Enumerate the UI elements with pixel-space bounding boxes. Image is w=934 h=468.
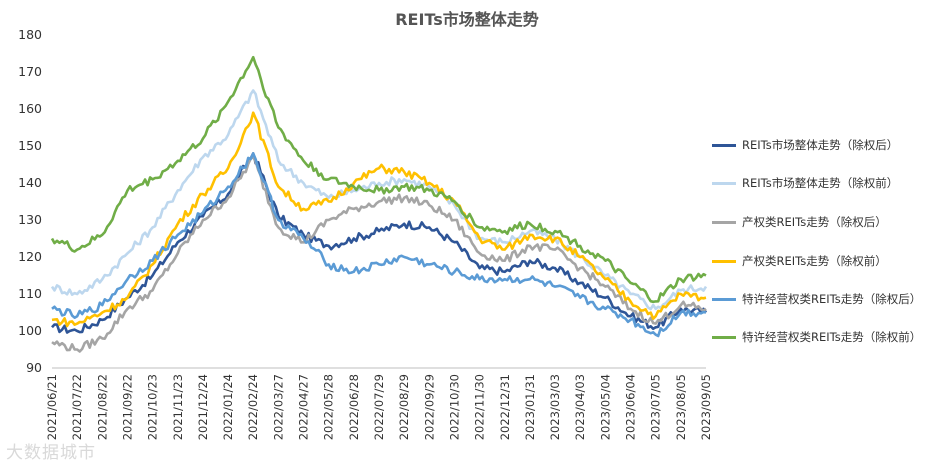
x-tick-label: 2022/07/29 xyxy=(372,374,386,440)
x-tick-label: 2023/03/03 xyxy=(548,374,562,440)
legend-label: REITs市场整体走势（除权前） xyxy=(742,176,899,190)
y-tick-label: 120 xyxy=(18,249,42,264)
legend-label: 产权类REITs走势（除权前） xyxy=(742,254,887,268)
legend-swatch xyxy=(712,182,736,185)
chart-title: REITs市场整体走势 xyxy=(395,10,539,29)
x-tick-label: 2021/09/22 xyxy=(120,374,134,440)
legend-swatch xyxy=(712,144,736,147)
x-tick-label: 2022/02/24 xyxy=(246,374,260,440)
x-tick-label: 2022/12/31 xyxy=(498,374,512,440)
legend-swatch xyxy=(712,336,736,339)
x-tick-label: 2023/04/03 xyxy=(573,374,587,440)
y-tick-label: 160 xyxy=(18,101,42,116)
x-tick-label: 2021/11/23 xyxy=(171,374,185,440)
x-tick-label: 2022/03/27 xyxy=(271,374,285,440)
x-tick-label: 2021/10/23 xyxy=(146,374,160,440)
x-tick-label: 2021/07/22 xyxy=(70,374,84,440)
y-tick-label: 90 xyxy=(26,360,42,375)
x-tick-label: 2022/04/27 xyxy=(297,374,311,440)
series-line-2 xyxy=(50,89,708,311)
series-line-6 xyxy=(50,55,707,304)
x-tick-label: 2022/09/29 xyxy=(422,374,436,440)
y-tick-label: 140 xyxy=(18,175,42,190)
legend-item-6: 特许经营权类REITs走势（除权前） xyxy=(712,330,930,345)
legend-swatch xyxy=(712,298,736,301)
x-tick-label: 2023/01/31 xyxy=(523,374,537,440)
x-tick-label: 2022/06/28 xyxy=(347,374,361,440)
x-tick-label: 2023/06/04 xyxy=(624,374,638,440)
series-line-5 xyxy=(51,152,707,338)
legend-item-5: 特许经营权类REITs走势（除权后） xyxy=(712,292,930,307)
series-line-1 xyxy=(51,152,708,334)
legend-swatch xyxy=(712,260,736,263)
x-tick-label: 2022/11/30 xyxy=(473,374,487,440)
y-tick-label: 180 xyxy=(18,27,42,42)
y-tick-label: 110 xyxy=(18,286,42,301)
x-tick-label: 2023/09/05 xyxy=(699,374,713,440)
x-tick-label: 2023/05/04 xyxy=(598,374,612,440)
x-tick-label: 2022/05/28 xyxy=(322,374,336,440)
legend-item-4: 产权类REITs走势（除权前） xyxy=(712,254,930,269)
y-tick-label: 150 xyxy=(18,138,42,153)
legend-item-2: REITs市场整体走势（除权前） xyxy=(712,176,930,191)
x-tick-label: 2021/08/22 xyxy=(95,374,109,440)
legend-item-3: 产权类REITs走势（除权后） xyxy=(712,215,930,230)
series-line-3 xyxy=(51,155,707,353)
legend-label: 特许经营权类REITs走势（除权后） xyxy=(742,292,922,306)
legend-label: 产权类REITs走势（除权后） xyxy=(742,215,887,229)
y-tick-label: 100 xyxy=(18,323,42,338)
legend-swatch xyxy=(712,221,736,224)
x-tick-label: 2023/07/05 xyxy=(649,374,663,440)
legend-label: 特许经营权类REITs走势（除权前） xyxy=(742,330,922,344)
watermark-text: 大数据城市 xyxy=(6,443,96,463)
x-tick-label: 2021/06/21 xyxy=(45,374,59,440)
y-tick-label: 130 xyxy=(18,212,42,227)
x-tick-label: 2023/08/05 xyxy=(674,374,688,440)
y-tick-label: 170 xyxy=(18,64,42,79)
x-tick-label: 2022/10/30 xyxy=(447,374,461,440)
x-tick-label: 2021/12/24 xyxy=(196,374,210,440)
x-tick-label: 2022/01/24 xyxy=(221,374,235,440)
x-tick-label: 2022/08/29 xyxy=(397,374,411,440)
legend-label: REITs市场整体走势（除权后） xyxy=(742,138,899,152)
legend-item-1: REITs市场整体走势（除权后） xyxy=(712,138,930,153)
